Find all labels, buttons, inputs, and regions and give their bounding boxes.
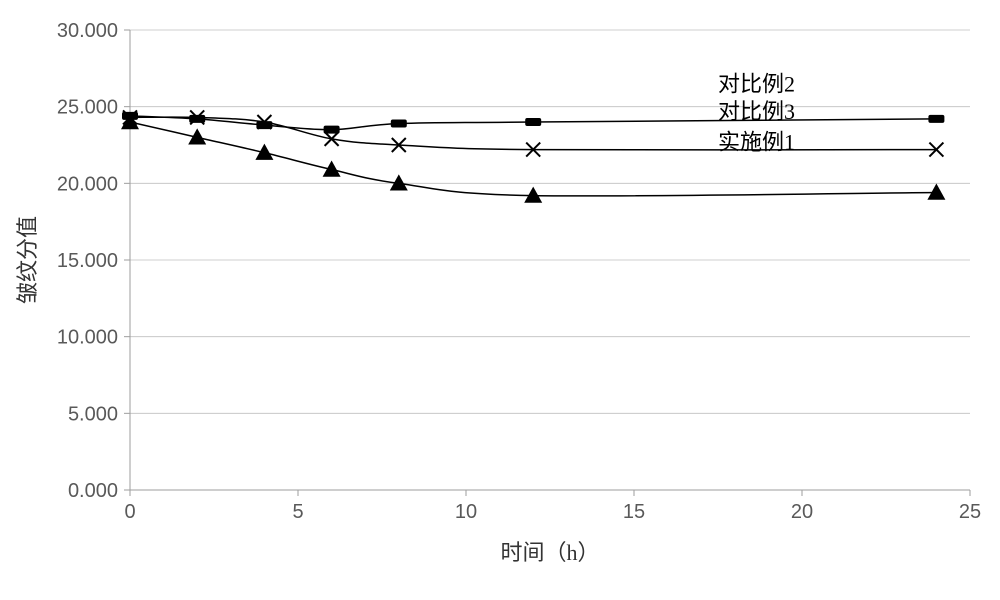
series-label-对比例2: 对比例2	[718, 71, 795, 96]
marker-rect	[525, 118, 541, 126]
y-tick-label: 0.000	[68, 480, 118, 502]
series-label-实施例1: 实施例1	[718, 130, 795, 155]
series-label-对比例3: 对比例3	[718, 99, 795, 124]
x-axis-title: 时间（h）	[500, 540, 599, 565]
x-tick-label: 0	[124, 501, 135, 523]
x-tick-label: 25	[959, 501, 981, 523]
y-tick-label: 5.000	[68, 403, 118, 425]
x-tick-label: 5	[292, 501, 303, 523]
series-line-实施例1	[130, 122, 936, 196]
marker-triangle	[927, 184, 945, 200]
marker-triangle	[524, 187, 542, 203]
x-tick-label: 15	[623, 501, 645, 523]
y-tick-label: 10.000	[57, 327, 118, 349]
y-tick-label: 20.000	[57, 173, 118, 195]
y-tick-label: 15.000	[57, 250, 118, 272]
x-tick-label: 20	[791, 501, 813, 523]
marker-rect	[928, 115, 944, 123]
y-tick-label: 30.000	[57, 20, 118, 42]
x-tick-label: 10	[455, 501, 477, 523]
marker-rect	[391, 120, 407, 128]
y-axis-title: 皱纹分值	[15, 216, 40, 304]
y-tick-label: 25.000	[57, 97, 118, 119]
chart-svg: 0 5 10 15 20 25 0.000 5.000 10.000 15.000 20.000 25…	[0, 0, 1000, 600]
chart-container: 0 5 10 15 20 25 0.000 5.000 10.000 15.000 20.000 25…	[0, 0, 1000, 600]
